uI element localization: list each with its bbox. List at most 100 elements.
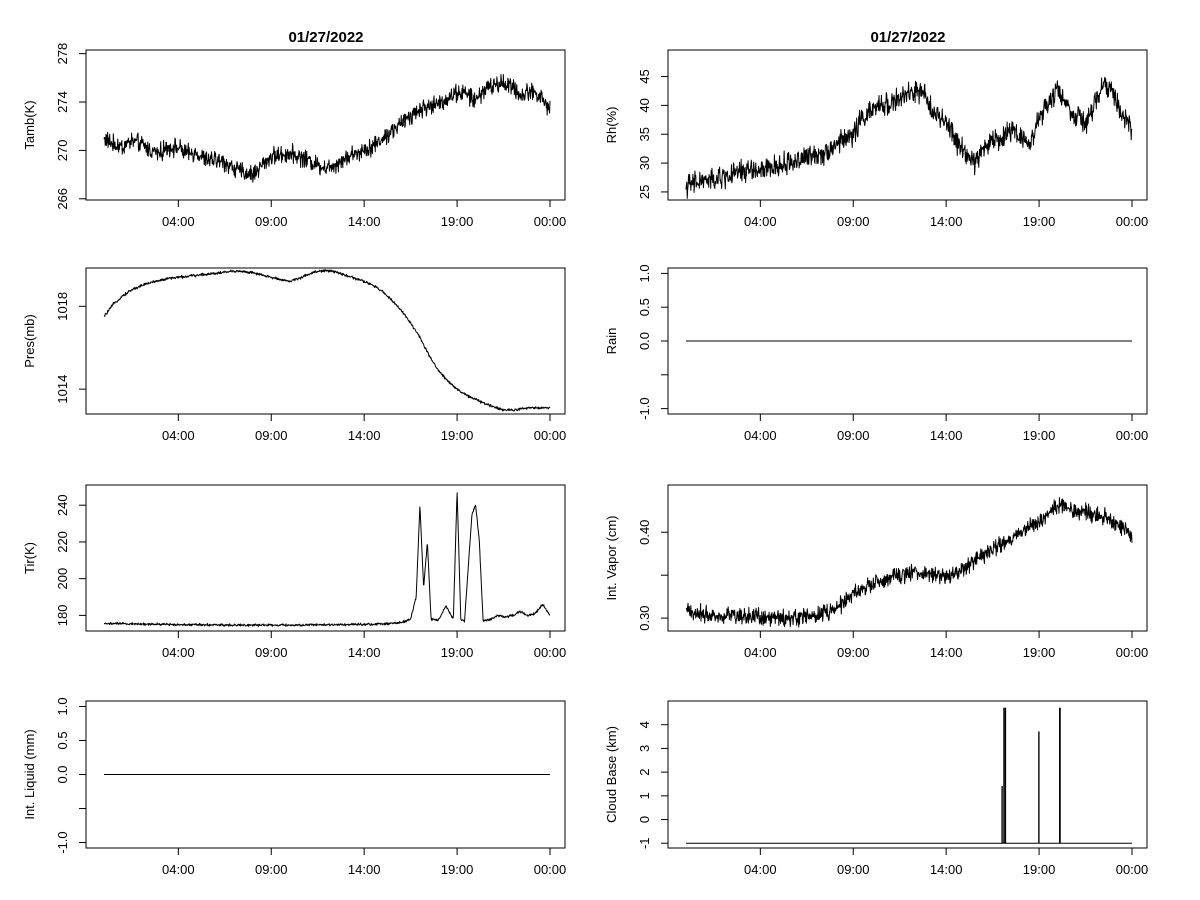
tir-x-tick-label: 14:00 <box>348 645 381 660</box>
panel-pres: 04:00 09:00 14:00 19:00 00:00 1014 1018 Pres(mb… <box>22 267 566 443</box>
tir-x-tick-label: 04:00 <box>162 645 195 660</box>
cloud-plot-frame <box>667 700 1148 849</box>
cloud-x-tick-label: 00:00 <box>1116 862 1149 877</box>
tamb-series-line <box>103 73 551 183</box>
rh-plot-frame <box>667 49 1148 201</box>
cloud-y-axis-label: Cloud Base (km) <box>604 726 619 823</box>
tamb-y-axis: 266 270 274 278 <box>55 43 86 210</box>
panel-vapor: 04:00 09:00 14:00 19:00 00:00 0.30 0.40 Int. Va… <box>604 484 1148 660</box>
panel-tamb: 04:00 09:00 14:00 19:00 00:00 266 270 274 278 Tam… <box>22 43 566 229</box>
vapor-y-tick-label: 0.40 <box>637 520 652 545</box>
tir-x-axis: 04:00 09:00 14:00 19:00 00:00 <box>162 631 566 660</box>
tamb-y-axis-label: Tamb(K) <box>22 100 37 149</box>
pres-x-tick-label: 19:00 <box>441 428 474 443</box>
rh-y-axis: 25 30 35 40 45 <box>637 69 668 199</box>
rh-x-tick-label: 19:00 <box>1023 214 1056 229</box>
rain-x-axis: 04:00 09:00 14:00 19:00 00:00 <box>744 414 1148 443</box>
tir-y-tick-label: 220 <box>55 531 70 553</box>
pres-x-tick-label: 09:00 <box>255 428 288 443</box>
pres-y-axis: 1014 1018 <box>55 292 86 404</box>
tir-x-tick-label: 00:00 <box>534 645 567 660</box>
liquid-x-axis: 04:00 09:00 14:00 19:00 00:00 <box>162 848 566 877</box>
cloud-series-line <box>686 707 1132 844</box>
rh-y-tick-label: 25 <box>637 185 652 199</box>
vapor-plot-frame <box>667 484 1148 632</box>
liquid-y-tick-label: 0.0 <box>55 765 70 783</box>
panel-rh: 04:00 09:00 14:00 19:00 00:00 25 30 35 40 45 Rh(%) <box>604 49 1148 229</box>
cloud-y-axis: -1 0 1 2 3 4 <box>637 721 668 849</box>
vapor-y-axis: 0.30 0.40 <box>637 520 668 631</box>
vapor-x-tick-label: 19:00 <box>1023 645 1056 660</box>
liquid-x-tick-label: 19:00 <box>441 862 474 877</box>
rh-y-tick-label: 35 <box>637 127 652 141</box>
tamb-y-tick-label: 274 <box>55 91 70 113</box>
chart-title-left: 01/27/2022 <box>288 29 363 46</box>
panels-group: 04:00 09:00 14:00 19:00 00:00 266 270 274 278 Tam… <box>22 43 1148 877</box>
liquid-y-tick-label: -1.0 <box>55 831 70 853</box>
vapor-x-tick-label: 04:00 <box>744 645 777 660</box>
pres-series-line <box>103 269 551 412</box>
vapor-x-tick-label: 09:00 <box>837 645 870 660</box>
pres-x-tick-label: 00:00 <box>534 428 567 443</box>
tamb-y-tick-label: 278 <box>55 43 70 65</box>
rain-x-tick-label: 04:00 <box>744 428 777 443</box>
cloud-x-tick-label: 19:00 <box>1023 862 1056 877</box>
liquid-x-tick-label: 09:00 <box>255 862 288 877</box>
rain-y-tick-label: 0.5 <box>637 298 652 316</box>
cloud-y-tick-label: 1 <box>637 792 652 799</box>
cloud-x-tick-label: 09:00 <box>837 862 870 877</box>
rh-x-tick-label: 14:00 <box>930 214 963 229</box>
liquid-y-tick-label: 1.0 <box>55 697 70 715</box>
tir-y-tick-label: 200 <box>55 568 70 590</box>
tamb-x-tick-label: 04:00 <box>162 214 195 229</box>
pres-y-tick-label: 1014 <box>55 375 70 404</box>
tir-y-tick-label: 240 <box>55 494 70 516</box>
vapor-y-axis-label: Int. Vapor (cm) <box>604 515 619 600</box>
pres-x-axis: 04:00 09:00 14:00 19:00 00:00 <box>162 414 566 443</box>
liquid-y-tick-label: 0.5 <box>55 731 70 749</box>
rain-y-tick-label: -1.0 <box>637 397 652 419</box>
chart-title-right: 01/27/2022 <box>870 29 945 46</box>
pres-plot-frame <box>85 267 566 415</box>
pres-x-tick-label: 14:00 <box>348 428 381 443</box>
vapor-x-tick-label: 14:00 <box>930 645 963 660</box>
cloud-x-tick-label: 04:00 <box>744 862 777 877</box>
cloud-y-tick-label: 3 <box>637 745 652 752</box>
tamb-y-tick-label: 270 <box>55 140 70 162</box>
panel-tir: 04:00 09:00 14:00 19:00 00:00 180 200 220 240 Tir… <box>22 484 566 660</box>
tir-y-tick-label: 180 <box>55 605 70 627</box>
tamb-x-tick-label: 19:00 <box>441 214 474 229</box>
tamb-x-axis: 04:00 09:00 14:00 19:00 00:00 <box>162 200 566 229</box>
tir-y-axis-label: Tir(K) <box>22 542 37 574</box>
vapor-x-tick-label: 00:00 <box>1116 645 1149 660</box>
rh-y-tick-label: 30 <box>637 156 652 170</box>
rain-y-axis: -1.0 0.0 0.5 1.0 <box>637 264 668 420</box>
vapor-x-axis: 04:00 09:00 14:00 19:00 00:00 <box>744 631 1148 660</box>
pres-y-tick-label: 1018 <box>55 292 70 321</box>
cloud-x-tick-label: 14:00 <box>930 862 963 877</box>
rh-x-tick-label: 00:00 <box>1116 214 1149 229</box>
tir-plot-frame <box>85 484 566 632</box>
vapor-y-tick-label: 0.30 <box>637 605 652 630</box>
cloud-y-tick-label: 4 <box>637 721 652 728</box>
rh-x-tick-label: 09:00 <box>837 214 870 229</box>
rain-y-axis-label: Rain <box>604 328 619 355</box>
rain-y-tick-label: 0.0 <box>637 332 652 350</box>
rh-x-axis: 04:00 09:00 14:00 19:00 00:00 <box>744 200 1148 229</box>
pres-y-axis-label: Pres(mb) <box>22 314 37 367</box>
vapor-series-line <box>685 497 1133 628</box>
liquid-y-axis-label: Int. Liquid (mm) <box>22 729 37 819</box>
liquid-x-tick-label: 14:00 <box>348 862 381 877</box>
tamb-x-tick-label: 09:00 <box>255 214 288 229</box>
rain-x-tick-label: 14:00 <box>930 428 963 443</box>
rh-x-tick-label: 04:00 <box>744 214 777 229</box>
liquid-x-tick-label: 04:00 <box>162 862 195 877</box>
cloud-y-tick-label: 2 <box>637 769 652 776</box>
panel-cloud: 04:00 09:00 14:00 19:00 00:00 -1 0 1 2 3 4 Cloud Ba… <box>604 700 1149 877</box>
tamb-y-tick-label: 266 <box>55 188 70 210</box>
tamb-x-tick-label: 00:00 <box>534 214 567 229</box>
panel-liquid: 04:00 09:00 14:00 19:00 00:00 -1.0 0.0 0.5 1.0 In… <box>22 697 566 877</box>
rh-y-axis-label: Rh(%) <box>604 107 619 144</box>
liquid-x-tick-label: 00:00 <box>534 862 567 877</box>
